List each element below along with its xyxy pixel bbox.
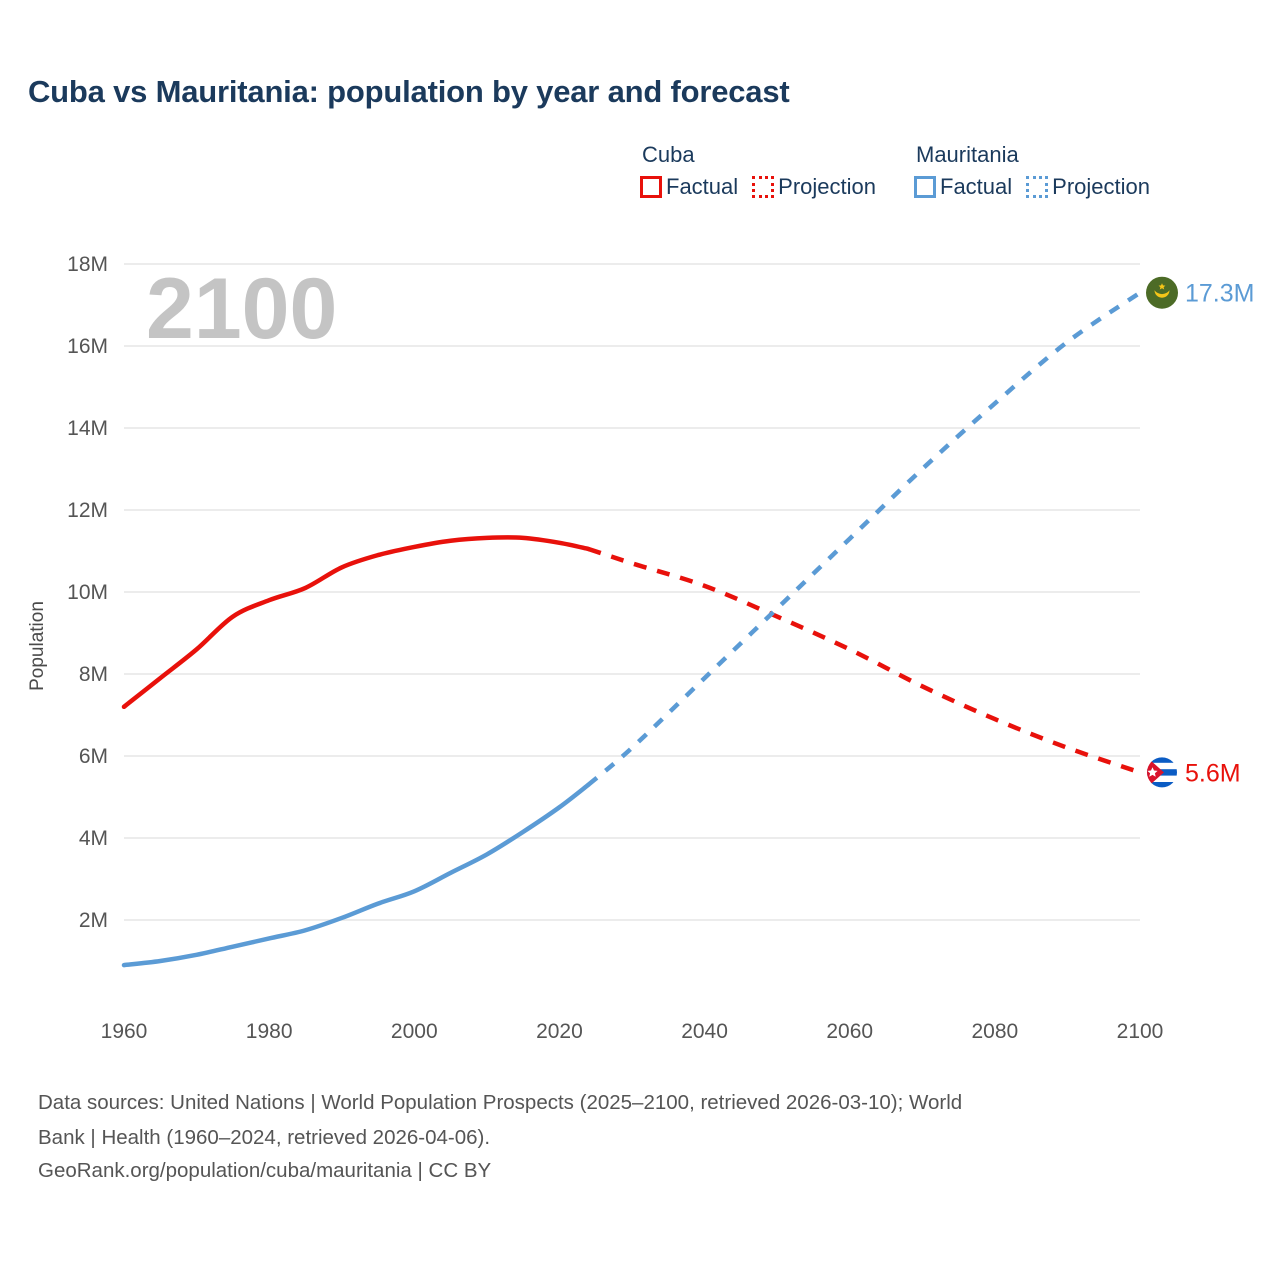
x-tick-labels: 1960 1980 2000 2020 2040 2060 2080 2100 [101,1020,1164,1043]
footer-line-1: Data sources: United Nations | World Pop… [38,1091,963,1114]
legend-swatch-solid-icon [640,176,662,198]
legend-item-label: Factual [666,174,739,199]
legend-group-title-cuba: Cuba [642,142,695,167]
page-title: Cuba vs Mauritania: population by year a… [28,74,790,109]
endpoint-label-mauritania: 17.3M [1185,280,1254,308]
x-tick-label: 2060 [826,1020,873,1043]
legend-item-label: Factual [940,174,1013,199]
legend-swatch-dotted-icon [1026,176,1049,198]
y-tick-label: 14M [67,417,108,440]
series-line-mauritania-projection [587,290,1142,787]
y-tick-label: 10M [67,581,108,604]
legend-swatch-solid-icon [914,176,936,198]
x-tick-label: 2100 [1117,1020,1164,1043]
x-tick-label: 2000 [391,1020,438,1043]
series-line-mauritania-factual [121,782,591,968]
y-tick-labels: 2M 4M 6M 8M 10M 12M 14M 16M 18M [67,253,108,932]
legend-group-mauritania: Mauritania Factual Projection [914,142,1150,200]
y-tick-label: 8M [79,663,108,686]
legend-item-mauritania-factual[interactable]: Factual [914,174,1012,200]
legend-swatch-dotted-icon [752,176,775,198]
y-tick-label: 16M [67,335,108,358]
y-tick-label: 18M [67,253,108,276]
x-tick-label: 2080 [971,1020,1018,1043]
legend-group-cuba: Cuba Factual Projection [640,142,876,200]
footer: Data sources: United Nations | World Pop… [38,1086,1248,1188]
legend-item-mauritania-projection[interactable]: Projection [1026,174,1150,200]
footer-line-2: Bank | Health (1960–2024, retrieved 2026… [38,1126,491,1150]
legend-item-cuba-projection[interactable]: Projection [752,174,876,200]
endpoint-label-cuba: 5.6M [1185,759,1241,787]
x-tick-label: 2040 [681,1020,728,1043]
gridlines [124,263,1140,921]
legend-group-title-mauritania: Mauritania [916,142,1019,167]
series-line-cuba-projection [587,546,1141,775]
year-watermark: 2100 [146,261,338,357]
x-tick-label: 2020 [536,1020,583,1043]
legend-item-cuba-factual[interactable]: Factual [640,174,738,200]
chart-legend: Cuba Factual Projection Mauritania Factu… [640,142,1150,200]
legend-row-cuba: Factual Projection [640,174,876,200]
legend-item-label: Projection [778,174,876,199]
cuba-flag-icon[interactable] [1146,756,1178,788]
legend-row-mauritania: Factual Projection [914,174,1150,200]
y-tick-label: 4M [79,827,108,850]
y-tick-label: 6M [79,745,108,768]
x-tick-label: 1980 [246,1020,293,1043]
mauritania-flag-icon[interactable] [1146,276,1178,309]
legend-item-label: Projection [1052,174,1150,199]
footer-line-3: GeoRank.org/population/cuba/mauritania |… [38,1159,492,1183]
y-tick-label: 12M [67,499,108,522]
x-tick-label: 1960 [101,1020,148,1043]
series-line-cuba-factual [121,535,591,710]
y-tick-label: 2M [79,909,108,932]
